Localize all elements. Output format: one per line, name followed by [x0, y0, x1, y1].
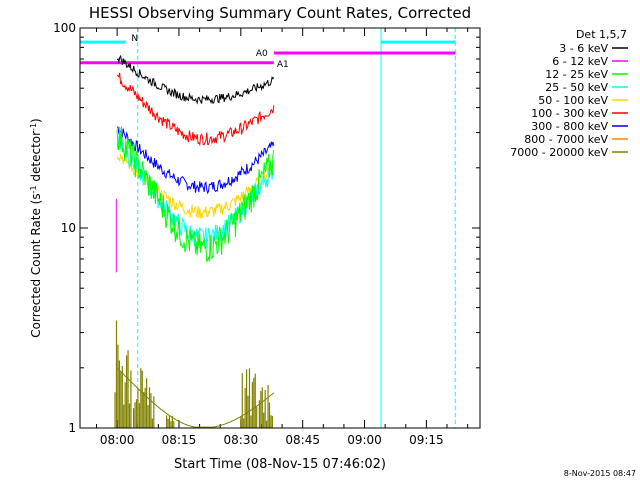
series-line-6 — [117, 126, 275, 195]
legend-label-3: 25 - 50 keV — [545, 81, 608, 94]
flag-label-n: N — [131, 34, 138, 44]
legend-label-1: 6 - 12 keV — [552, 55, 608, 68]
plot-frame — [79, 27, 481, 429]
x-tick-label: 08:30 — [224, 433, 259, 447]
x-tick-label: 08:45 — [285, 433, 320, 447]
flag-label-a1: A1 — [277, 60, 289, 70]
x-axis-label: Start Time (08-Nov-15 07:46:02) — [174, 457, 386, 472]
y-axis-label-part1: Corrected Count Rate (s — [29, 193, 43, 337]
chart-title: HESSI Observing Summary Count Rates, Cor… — [89, 4, 471, 22]
y-tick-label: 1 — [68, 421, 76, 435]
x-tick-label: 09:15 — [409, 433, 444, 447]
x-tick-label: 09:00 — [347, 433, 382, 447]
y-tick-label: 100 — [53, 21, 76, 35]
legend-label-7: 800 - 7000 keV — [524, 133, 608, 146]
y-tick-label: 10 — [61, 221, 76, 235]
series-line-2 — [116, 126, 275, 263]
series-line-0 — [116, 54, 275, 105]
x-tick-label: 08:00 — [100, 433, 135, 447]
legend-label-2: 12 - 25 keV — [545, 68, 608, 81]
legend-label-6: 300 - 800 keV — [531, 120, 608, 133]
y-axis-label-sup1: -1 — [29, 185, 38, 193]
y-axis-label: Corrected Count Rate (s-1 detector-1) — [29, 118, 44, 337]
flag-label-a0: A0 — [256, 49, 268, 59]
x-tick-label: 08:15 — [162, 433, 197, 447]
series-line-5 — [116, 72, 275, 147]
footer-date: 8-Nov-2015 08:47 — [564, 469, 636, 478]
series-line-4 — [116, 153, 274, 219]
y-axis-label-part2: detector — [29, 131, 43, 186]
legend-label-0: 3 - 6 keV — [559, 42, 608, 55]
legend-label-4: 50 - 100 keV — [538, 94, 608, 107]
legend-label-8: 7000 - 20000 keV — [510, 146, 608, 159]
legend-label-5: 100 - 300 keV — [531, 107, 608, 120]
legend-header: Det 1,5,7 — [576, 28, 627, 41]
y-axis-label-sup2: -1 — [29, 123, 38, 131]
plot-area: 08:00 08:15 08:30 08:45 09:00 09:15 1 10 100 N A0 A… — [53, 21, 480, 447]
y-axis-label-part3: ) — [29, 118, 43, 123]
